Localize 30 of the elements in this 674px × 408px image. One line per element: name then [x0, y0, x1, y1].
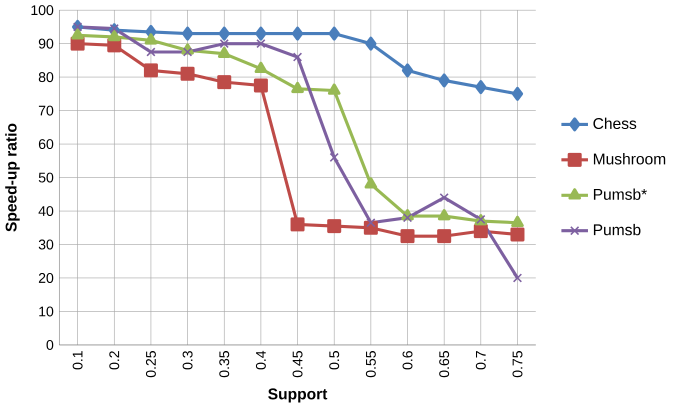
x-tick-label: 0.35 [219, 351, 230, 378]
x-tick-label: 0.5 [329, 351, 340, 370]
y-tick-label: 100 [31, 5, 54, 16]
x-tick-label: 0.1 [72, 351, 83, 370]
x-axis-title: Support [268, 388, 328, 403]
x-tick-label: 0.45 [292, 351, 303, 378]
x-tick-label: 0.7 [476, 351, 486, 370]
y-tick-label: 20 [38, 273, 54, 284]
x-tick-label: 0.25 [146, 351, 156, 378]
x-tick-label: 0.55 [366, 351, 376, 378]
x-tick-label: 0.2 [109, 351, 120, 370]
legend-label: Pumsb* [594, 188, 647, 200]
y-tick-label: 50 [38, 172, 54, 183]
y-tick-label: 40 [38, 206, 54, 216]
y-tick-label: 0 [46, 340, 54, 350]
y-tick-label: 70 [38, 106, 54, 116]
x-tick-label: 0.65 [439, 351, 450, 378]
x-tick-label: 0.75 [512, 351, 522, 378]
x-tick-label: 0.4 [256, 351, 266, 370]
y-tick-label: 60 [38, 139, 54, 150]
legend-label: Mushroom [594, 153, 666, 165]
legend-label: Pumsb [594, 224, 640, 236]
legend-label: Chess [593, 118, 636, 130]
y-tick-label: 90 [38, 38, 54, 49]
y-tick-label: 10 [39, 306, 54, 317]
y-axis-title: Speed-up ratio [5, 124, 20, 232]
y-tick-label: 30 [38, 240, 54, 250]
x-tick-label: 0.6 [402, 351, 412, 370]
x-tick-label: 0.3 [182, 351, 193, 370]
y-tick-label: 80 [38, 72, 54, 82]
